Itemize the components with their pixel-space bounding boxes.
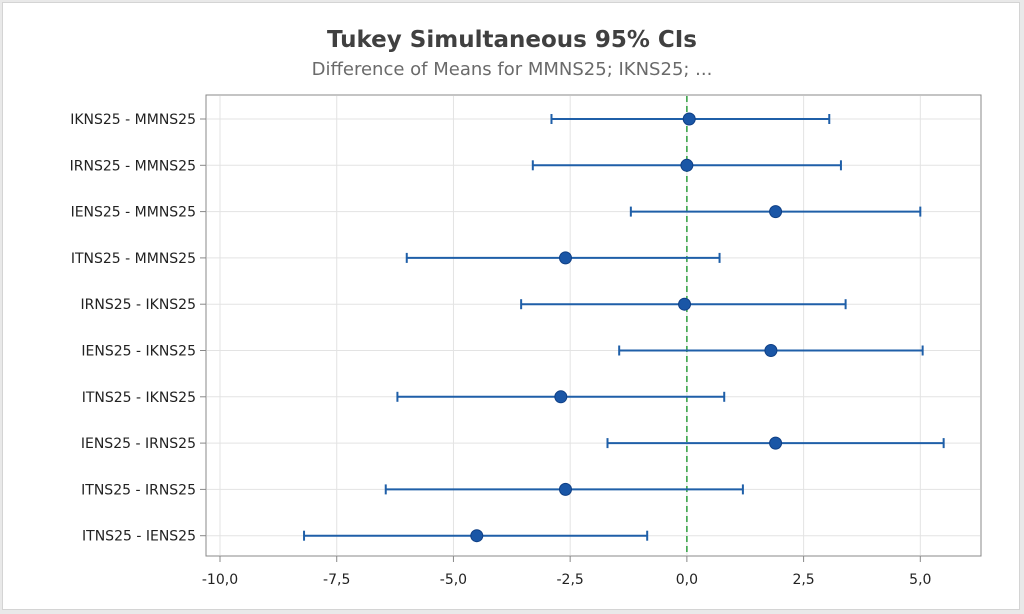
mean-difference-point: [682, 112, 696, 126]
mean-difference-point: [470, 529, 484, 543]
mean-difference-point: [558, 482, 572, 496]
chart-subtitle: Difference of Means for MMNS25; IKNS25; …: [312, 59, 713, 80]
plot-area: [205, 94, 982, 557]
x-tick-label: -7,5: [323, 572, 350, 588]
mean-difference-point: [769, 205, 783, 219]
mean-difference-point: [764, 344, 778, 357]
x-tick-label: 5,0: [909, 572, 931, 588]
y-category-label: ITNS25 - IENS25: [82, 529, 196, 545]
x-axis-labels: -10,0 -7,5 -5,0 -2,5 0,0 2,5 5,0: [202, 556, 931, 588]
y-axis-labels: IKNS25 - MMNS25 IRNS25 - MMNS25 IENS25 - M…: [70, 112, 206, 545]
y-category-label: IKNS25 - MMNS25: [70, 112, 196, 128]
y-category-label: ITNS25 - MMNS25: [71, 251, 196, 267]
x-tick-label: -5,0: [440, 572, 467, 588]
mean-difference-point: [678, 297, 692, 311]
y-category-label: IENS25 - MMNS25: [71, 205, 196, 221]
mean-difference-point: [554, 390, 568, 404]
y-category-label: IRNS25 - MMNS25: [70, 158, 196, 174]
x-tick-label: -10,0: [202, 572, 238, 588]
y-category-label: ITNS25 - IKNS25: [82, 390, 196, 406]
mean-difference-point: [680, 158, 694, 172]
tukey-ci-chart: Tukey Simultaneous 95% CIs Difference of…: [70, 27, 982, 588]
mean-difference-point: [769, 436, 783, 450]
y-category-label: IENS25 - IRNS25: [81, 436, 196, 452]
y-category-label: ITNS25 - IRNS25: [81, 482, 196, 498]
y-category-label: IENS25 - IKNS25: [81, 344, 196, 360]
chart-title: Tukey Simultaneous 95% CIs: [327, 27, 697, 53]
x-tick-label: 2,5: [792, 572, 814, 588]
x-tick-label: 0,0: [676, 572, 698, 588]
interval-marks: [303, 112, 945, 543]
mean-difference-point: [558, 251, 572, 265]
y-category-label: IRNS25 - IKNS25: [81, 297, 196, 313]
x-tick-label: -2,5: [556, 572, 583, 588]
